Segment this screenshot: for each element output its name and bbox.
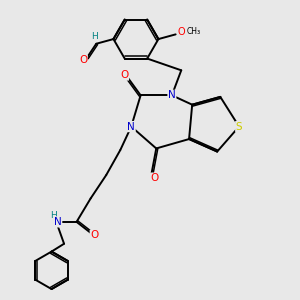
Text: N: N — [54, 217, 62, 227]
Text: S: S — [236, 122, 242, 132]
Text: O: O — [79, 55, 87, 65]
Text: O: O — [120, 70, 128, 80]
Text: H: H — [50, 211, 56, 220]
Text: O: O — [151, 173, 159, 183]
Text: N: N — [168, 90, 176, 100]
Text: O: O — [178, 27, 185, 37]
Text: O: O — [90, 230, 98, 240]
Text: CH₃: CH₃ — [187, 27, 201, 36]
Text: H: H — [91, 32, 98, 41]
Text: N: N — [128, 122, 135, 132]
